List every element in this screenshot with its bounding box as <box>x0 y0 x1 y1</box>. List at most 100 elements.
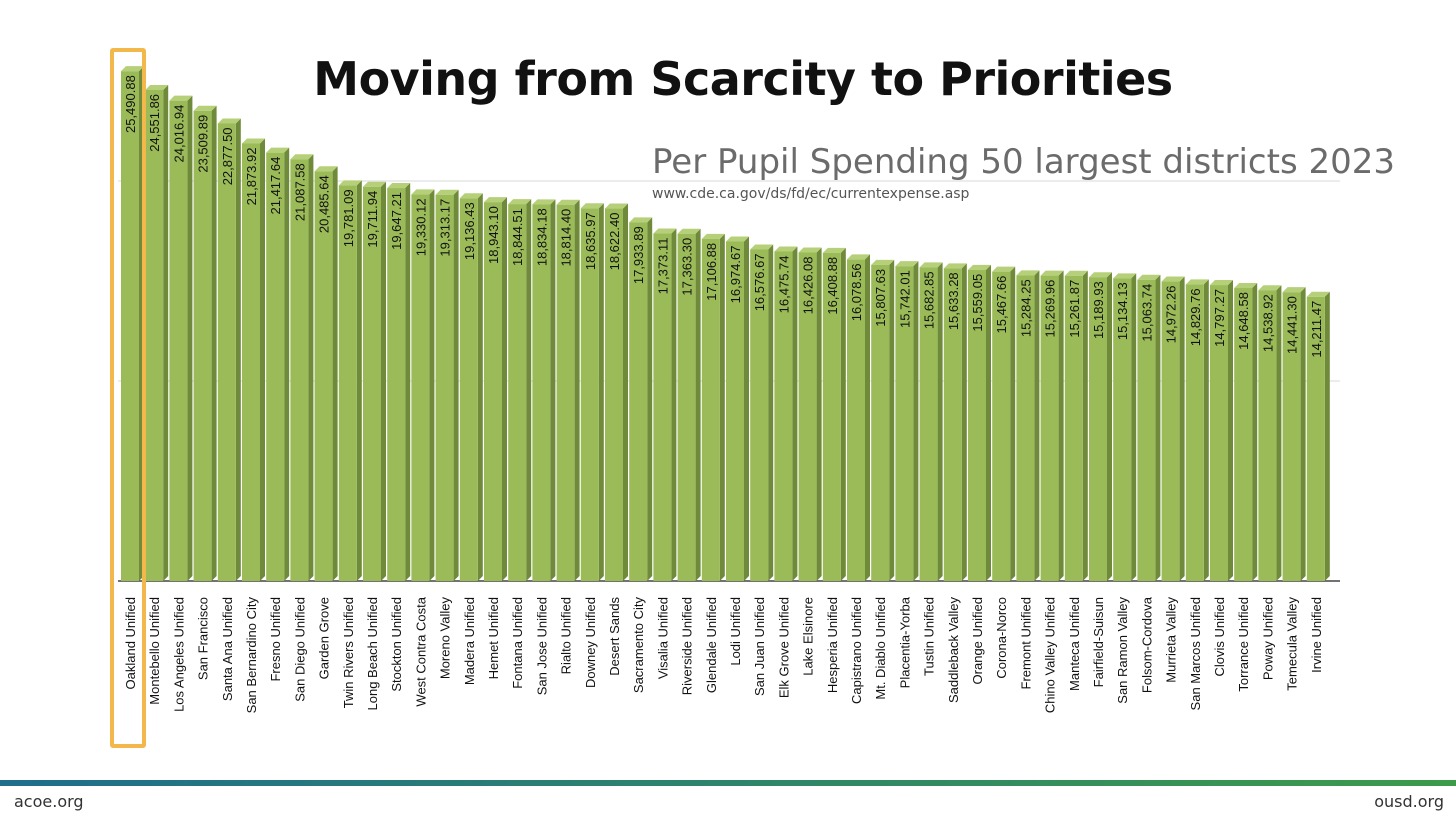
footer-ousd-link[interactable]: ousd.org <box>1374 792 1444 811</box>
bar <box>943 263 967 581</box>
bar-value-label: 15,284.25 <box>1018 279 1033 337</box>
bar-value-label: 16,576.67 <box>752 253 767 311</box>
bar-value-label: 18,814.40 <box>559 209 574 267</box>
bar <box>629 217 653 581</box>
bar-value-label: 24,016.94 <box>171 105 186 163</box>
category-tick-label: Santa Ana Unified <box>220 597 235 701</box>
category-tick-label: Visalia Unified <box>655 597 670 679</box>
category-tick-label: West Contra Costa <box>413 596 428 706</box>
bar <box>242 138 265 581</box>
category-tick-label: Orange Unified <box>970 597 985 684</box>
bar <box>193 105 217 582</box>
bar-value-label: 15,742.01 <box>897 270 912 328</box>
bar-value-label: 15,134.13 <box>1115 282 1130 340</box>
category-tick-label: Folsom-Cordova <box>1139 596 1154 693</box>
bar-value-label: 17,373.11 <box>655 238 670 295</box>
bar <box>411 189 435 582</box>
bar-value-label: 23,509.89 <box>196 115 211 173</box>
bar <box>968 264 991 581</box>
footer-acoe-link[interactable]: acoe.org <box>14 792 84 811</box>
bar <box>1089 272 1112 581</box>
category-tick-label: Fremont Unified <box>1018 597 1033 689</box>
category-tick-label: San Bernardino City <box>244 597 259 714</box>
bar-value-label: 15,189.93 <box>1091 281 1106 339</box>
bar <box>1185 279 1209 581</box>
category-tick-label: San Ramon Valley <box>1115 597 1130 704</box>
category-tick-label: Fontana Unified <box>510 597 525 689</box>
bar-value-label: 16,078.56 <box>849 263 864 321</box>
bar-value-label: 19,781.09 <box>341 189 356 247</box>
bar <box>363 181 386 581</box>
category-tick-label: Corona-Norco <box>994 597 1009 679</box>
bar-value-label: 17,363.30 <box>680 238 695 296</box>
bar <box>459 193 483 581</box>
bar-value-label: 25,490.88 <box>123 75 138 133</box>
category-tick-label: Garden Grove <box>317 597 332 679</box>
bar-value-label: 14,211.47 <box>1309 301 1324 358</box>
bar-value-label: 16,426.08 <box>801 256 816 314</box>
chart-source: www.cde.ca.gov/ds/fd/ec/currentexpense.a… <box>652 186 970 202</box>
category-tick-label: Fairfield-Suisun <box>1091 597 1106 687</box>
bar <box>774 246 798 581</box>
bar <box>653 228 677 582</box>
bar-value-label: 15,467.66 <box>994 276 1009 334</box>
bar-value-label: 14,797.27 <box>1212 289 1227 347</box>
bar <box>1234 283 1258 581</box>
bar-value-label: 21,417.64 <box>268 157 283 215</box>
category-tick-label: Lake Elsinore <box>801 597 816 676</box>
category-tick-label: Murrieta Valley <box>1164 597 1179 683</box>
category-tick-label: San Juan Unified <box>752 597 767 696</box>
category-tick-label: Capistrano Unified <box>849 597 864 704</box>
category-tick-label: Saddleback Valley <box>946 597 961 703</box>
category-tick-label: San Marcos Unified <box>1188 597 1203 710</box>
category-tick-label: Rialto Unified <box>559 597 574 674</box>
bar <box>919 262 943 581</box>
bar-value-label: 15,269.96 <box>1043 280 1058 338</box>
bar-value-label: 15,633.28 <box>946 272 961 330</box>
category-tick-label: Madera Unified <box>462 597 477 685</box>
category-tick-label: Tustin Unified <box>922 597 937 676</box>
bar-value-label: 19,136.43 <box>462 202 477 260</box>
bar-value-label: 19,330.12 <box>413 198 428 256</box>
category-tick-label: Montebello Unified <box>147 597 162 705</box>
bar <box>580 203 604 582</box>
bar <box>871 259 895 581</box>
bar <box>1064 270 1088 581</box>
category-tick-label: Mt. Diablo Unified <box>873 597 888 700</box>
slide-title: Moving from Scarcity to Priorities <box>313 52 1173 106</box>
bar <box>1210 280 1233 581</box>
bar <box>847 254 870 581</box>
bar <box>1161 276 1185 581</box>
bar <box>750 244 774 581</box>
category-tick-label: Downey Unified <box>583 597 598 688</box>
category-tick-label: Hesperia Unified <box>825 597 840 693</box>
bar <box>992 266 1016 581</box>
bar-value-label: 14,648.58 <box>1236 292 1251 350</box>
bar <box>508 199 532 581</box>
bar-value-label: 15,261.87 <box>1067 280 1082 338</box>
category-tick-label: Elk Grove Unified <box>776 597 791 698</box>
bar <box>217 118 241 581</box>
bar-value-label: 15,559.05 <box>970 274 985 332</box>
category-tick-label: San Francisco <box>196 597 211 680</box>
bar-value-label: 24,551.86 <box>147 94 162 152</box>
category-tick-label: Chino Valley Unified <box>1043 597 1058 713</box>
category-tick-label: Twin Rivers Unified <box>341 597 356 708</box>
category-tick-label: Desert Sands <box>607 597 622 676</box>
bar <box>605 203 628 581</box>
bar <box>266 147 290 581</box>
bar <box>121 66 144 582</box>
bar-value-label: 17,933.89 <box>631 226 646 284</box>
category-tick-label: Oakland Unified <box>123 597 138 690</box>
bar-value-label: 16,974.67 <box>728 246 743 304</box>
bar <box>338 180 362 581</box>
bar <box>677 228 701 581</box>
bar-value-label: 14,829.76 <box>1188 288 1203 346</box>
category-tick-label: San Diego Unified <box>292 597 307 702</box>
bar <box>701 233 725 581</box>
bar <box>1282 287 1306 581</box>
category-tick-label: Riverside Unified <box>680 597 695 695</box>
category-tick-label: Glendale Unified <box>704 597 719 693</box>
category-tick-label: Temecula Valley <box>1285 597 1300 691</box>
